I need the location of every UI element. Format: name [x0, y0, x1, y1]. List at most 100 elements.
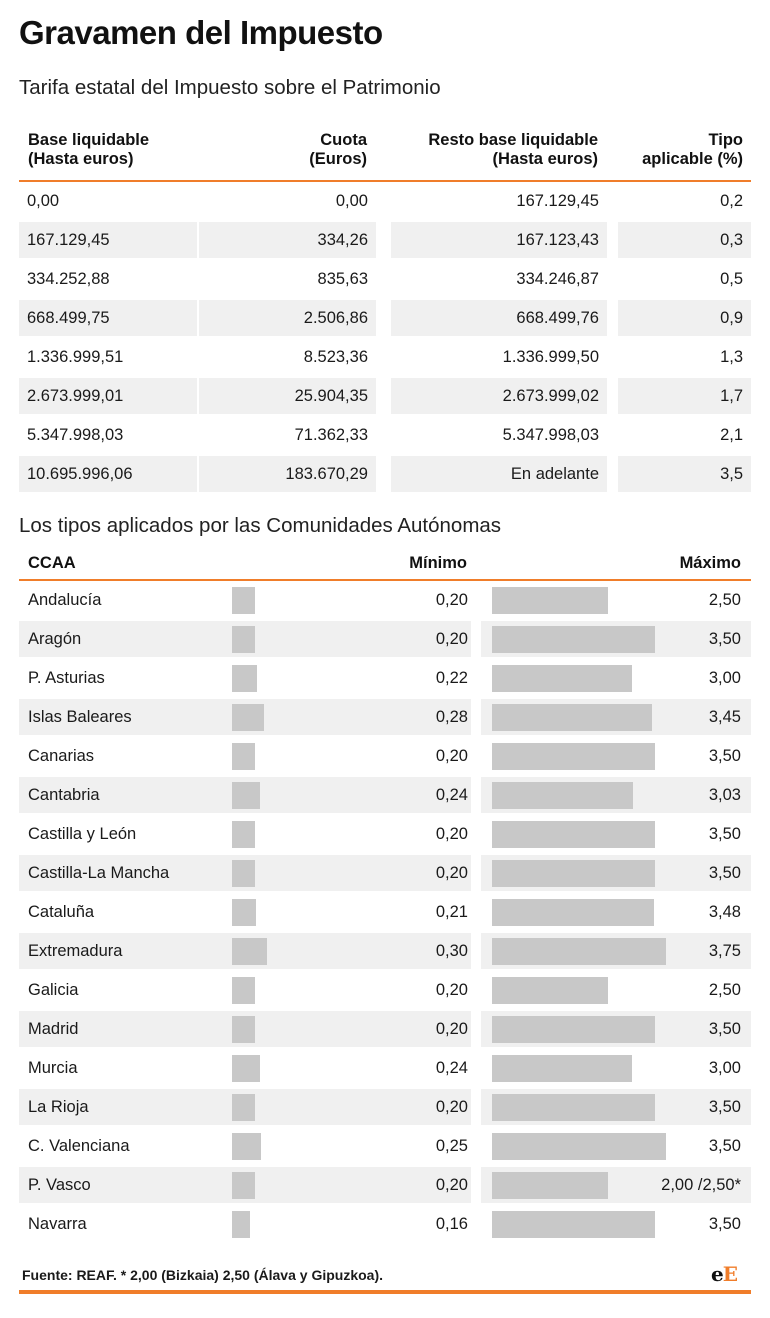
cell-tipo: 3,5 — [618, 456, 751, 492]
chart-row: Andalucía 0,20 2,50 — [19, 581, 751, 620]
row-left-cell: Cantabria 0,24 — [19, 777, 471, 813]
min-bar — [232, 743, 255, 770]
max-value-label: 3,50 — [708, 1137, 741, 1155]
column-header-minimo: Mínimo — [409, 554, 467, 572]
row-left-cell: Galicia 0,20 — [19, 972, 471, 1008]
logo-part: E — [722, 1262, 738, 1286]
max-value-label: 3,00 — [708, 669, 741, 687]
cell-resto: 334.246,87 — [516, 270, 599, 288]
min-bar — [232, 1055, 260, 1082]
cell-cuota: 25.904,35 — [199, 378, 376, 414]
region-label: C. Valenciana — [28, 1137, 130, 1155]
min-value-label: 0,24 — [435, 1059, 468, 1077]
min-bar — [232, 1211, 250, 1238]
max-value-label: 3,50 — [708, 747, 741, 765]
chart-row: Canarias 0,20 3,50 — [19, 737, 751, 776]
min-bar — [232, 1172, 255, 1199]
cell-base: 167.129,45 — [19, 222, 197, 258]
region-label: Cataluña — [28, 903, 95, 921]
min-bar — [232, 977, 255, 1004]
region-label: Galicia — [28, 981, 79, 999]
min-bar — [232, 1094, 255, 1121]
max-bar — [492, 1094, 655, 1121]
row-left-cell: C. Valenciana 0,25 — [19, 1128, 471, 1164]
min-bar — [232, 860, 255, 887]
ccaa-subtitle: Los tipos aplicados por las Comunidades … — [19, 514, 502, 537]
ccaa-chart-body: Andalucía 0,20 2,50 Aragón 0,20 3,50 P. Asturi… — [19, 581, 751, 1244]
table-row: 167.129,45 334,26 167.123,43 0,3 — [19, 221, 751, 260]
row-left-cell: Andalucía 0,20 — [19, 582, 471, 618]
table-row: 10.695.996,06 183.670,29 En adelante 3,5 — [19, 455, 751, 494]
tariff-table-body: 0,00 0,00 167.129,45 0,2 167.129,45 334,26 167… — [19, 182, 751, 494]
min-bar — [232, 938, 267, 965]
min-value-label: 0,20 — [435, 864, 468, 882]
chart-row: Islas Baleares 0,28 3,45 — [19, 698, 751, 737]
max-value-label: 2,00 /2,50* — [661, 1176, 741, 1194]
min-bar — [232, 1016, 255, 1043]
max-bar — [492, 743, 655, 770]
row-right-cell: 3,00 — [481, 1050, 751, 1086]
max-value-label: 3,50 — [708, 864, 741, 882]
column-header-resto: Resto base liquidable (Hasta euros) — [428, 131, 598, 169]
max-value-label: 2,50 — [708, 981, 741, 999]
max-value-label: 3,03 — [708, 786, 741, 804]
min-value-label: 0,25 — [435, 1137, 468, 1155]
row-left-cell: Islas Baleares 0,28 — [19, 699, 471, 735]
cell-cuota: 183.670,29 — [199, 456, 376, 492]
header-line: (Hasta euros) — [28, 150, 134, 168]
min-bar — [232, 1133, 261, 1160]
cell-cuota: 71.362,33 — [294, 426, 368, 444]
row-right-cell: 3,00 — [481, 660, 751, 696]
max-bar — [492, 587, 608, 614]
tariff-table: Base liquidable (Hasta euros) Cuota (Eur… — [19, 125, 751, 494]
row-left-cell: Aragón 0,20 — [19, 621, 471, 657]
min-bar — [232, 782, 260, 809]
chart-row: Madrid 0,20 3,50 — [19, 1010, 751, 1049]
max-bar — [492, 860, 655, 887]
chart-row: Castilla-La Mancha 0,20 3,50 — [19, 854, 751, 893]
chart-row: Galicia 0,20 2,50 — [19, 971, 751, 1010]
cell-tipo: 1,3 — [720, 348, 743, 366]
row-left-cell: Extremadura 0,30 — [19, 933, 471, 969]
cell-tipo: 2,1 — [720, 426, 743, 444]
header-line: Base liquidable — [28, 131, 150, 149]
row-right-cell: 3,50 — [481, 1206, 751, 1242]
max-value-label: 3,00 — [708, 1059, 741, 1077]
chart-row: P. Vasco 0,20 2,00 /2,50* — [19, 1166, 751, 1205]
column-header-maximo: Máximo — [679, 554, 741, 572]
row-left-cell: Murcia 0,24 — [19, 1050, 471, 1086]
column-header-base: Base liquidable (Hasta euros) — [28, 131, 149, 169]
source-note: Fuente: REAF. * 2,00 (Bizkaia) 2,50 (Ála… — [22, 1267, 383, 1283]
cell-cuota: 0,00 — [335, 192, 368, 210]
cell-resto: 2.673.999,02 — [391, 378, 607, 414]
chart-row: Murcia 0,24 3,00 — [19, 1049, 751, 1088]
max-bar — [492, 1133, 666, 1160]
row-left-cell: Castilla y León 0,20 — [19, 816, 471, 852]
cell-resto: 167.129,45 — [516, 192, 599, 210]
chart-row: P. Asturias 0,22 3,00 — [19, 659, 751, 698]
cell-tipo: 0,3 — [618, 222, 751, 258]
min-value-label: 0,21 — [435, 903, 468, 921]
max-bar — [492, 626, 655, 653]
column-header-cuota: Cuota (Euros) — [309, 131, 367, 169]
column-header-ccaa: CCAA — [28, 554, 76, 572]
chart-row: Navarra 0,16 3,50 — [19, 1205, 751, 1244]
max-bar — [492, 977, 608, 1004]
row-right-cell: 3,03 — [481, 777, 751, 813]
region-label: La Rioja — [28, 1098, 89, 1116]
row-left-cell: Castilla-La Mancha 0,20 — [19, 855, 471, 891]
cell-resto: 1.336.999,50 — [502, 348, 599, 366]
max-bar — [492, 665, 632, 692]
row-left-cell: P. Asturias 0,22 — [19, 660, 471, 696]
max-bar — [492, 899, 654, 926]
cell-cuota: 334,26 — [199, 222, 376, 258]
max-value-label: 3,50 — [708, 1098, 741, 1116]
max-value-label: 3,50 — [708, 630, 741, 648]
row-right-cell: 2,50 — [481, 972, 751, 1008]
row-right-cell: 3,75 — [481, 933, 751, 969]
row-right-cell: 3,45 — [481, 699, 751, 735]
region-label: P. Asturias — [28, 669, 105, 687]
region-label: Andalucía — [28, 591, 102, 609]
header-line: Resto base liquidable — [428, 131, 598, 149]
row-right-cell: 3,50 — [481, 1089, 751, 1125]
